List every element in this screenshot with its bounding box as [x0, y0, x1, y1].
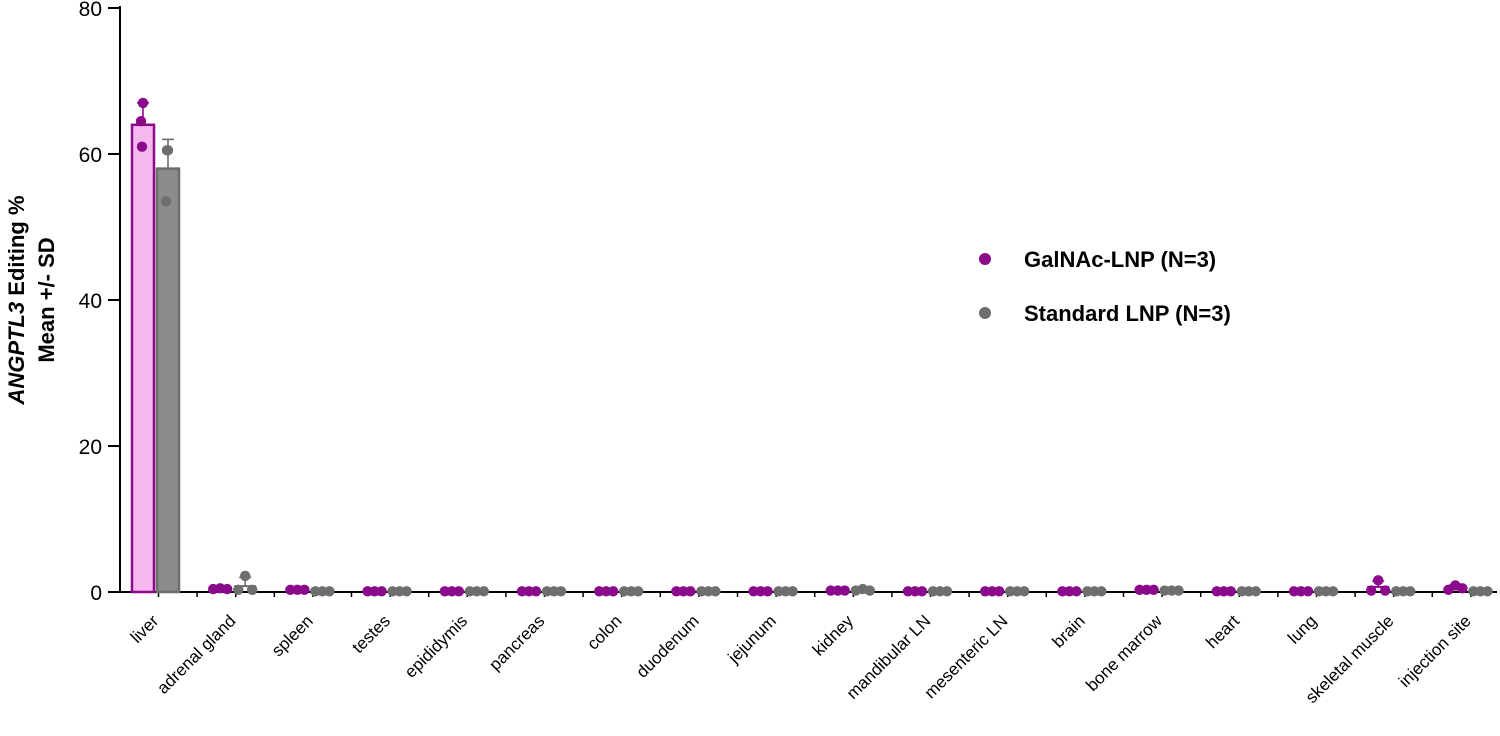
data-point	[299, 584, 310, 596]
axes: 0 20 40 60 80	[79, 0, 1497, 605]
data-point	[994, 586, 1005, 597]
category-label: mesenteric LN	[921, 611, 1012, 702]
category-label: lung	[1284, 611, 1320, 647]
data-point	[1380, 585, 1391, 596]
category-label: injection site	[1395, 611, 1475, 691]
legend-marker	[979, 307, 991, 319]
y-axis-title-suffix: Editing %	[4, 195, 29, 301]
data-point	[710, 586, 721, 597]
category-label: bone marrow	[1082, 611, 1166, 695]
data-point	[1018, 586, 1030, 597]
data-point	[137, 97, 149, 109]
bar	[130, 123, 156, 594]
data-point	[1250, 586, 1262, 597]
category-label: heart	[1202, 611, 1243, 652]
legend-label: GalNAc-LNP (N=3)	[1024, 247, 1216, 272]
category-label: liver	[127, 611, 163, 647]
data-point	[240, 570, 251, 582]
data-point	[324, 586, 335, 597]
category-label: testes	[348, 611, 394, 657]
category-label: jejunum	[724, 611, 780, 667]
y-tick-label: 20	[79, 436, 102, 459]
data-points	[135, 97, 1493, 597]
data-point	[941, 586, 953, 597]
data-point	[136, 141, 148, 152]
bars	[130, 102, 1492, 594]
legend: GalNAc-LNP (N=3) Standard LNP (N=3)	[979, 247, 1231, 326]
data-point	[1457, 583, 1468, 594]
data-point	[839, 585, 850, 596]
bar	[155, 167, 181, 594]
data-point	[608, 586, 619, 597]
data-point	[762, 586, 773, 597]
data-point	[1366, 585, 1377, 596]
data-point	[633, 586, 644, 597]
category-label: colon	[583, 611, 625, 653]
category-label: duodenum	[632, 611, 702, 681]
y-tick-label: 60	[79, 144, 102, 167]
data-point	[161, 145, 173, 156]
category-label: adrenal gland	[153, 611, 239, 697]
category-label: brain	[1049, 611, 1089, 651]
data-point	[1327, 586, 1339, 597]
legend-marker	[979, 253, 991, 265]
data-point	[453, 586, 464, 597]
y-tick-label: 0	[90, 582, 102, 605]
data-point	[160, 196, 172, 207]
legend-label: Standard LNP (N=3)	[1024, 301, 1231, 326]
data-point	[1173, 585, 1184, 596]
y-axis-title-gene: ANGPTL3	[4, 302, 29, 406]
data-point	[1405, 586, 1416, 597]
data-point	[1071, 586, 1082, 597]
category-label: spleen	[268, 611, 317, 660]
data-point	[401, 586, 412, 597]
category-label: pancreas	[485, 611, 548, 674]
data-point	[1373, 575, 1384, 586]
y-tick-label: 80	[79, 0, 102, 21]
data-point	[247, 584, 258, 596]
data-point	[916, 586, 928, 597]
y-tick-label: 40	[79, 290, 102, 313]
data-point	[1096, 586, 1107, 597]
data-point	[787, 586, 798, 597]
data-point	[233, 584, 244, 596]
category-label: kidney	[809, 611, 858, 660]
y-axis-title-line2: Mean +/- SD	[34, 237, 59, 362]
data-point	[222, 583, 233, 595]
data-point	[1302, 586, 1314, 597]
y-axis-title: ANGPTL3 Editing % Mean +/- SD	[4, 195, 59, 405]
data-point	[1148, 584, 1159, 596]
y-axis-title-line1: ANGPTL3 Editing %	[4, 195, 29, 405]
data-point	[685, 586, 696, 597]
data-point	[530, 586, 542, 597]
data-point	[864, 585, 875, 596]
data-point	[1225, 586, 1237, 597]
category-label: epididymis	[401, 611, 471, 681]
data-point	[135, 115, 147, 127]
data-point	[1482, 586, 1493, 597]
data-point	[555, 586, 567, 597]
data-point	[478, 586, 489, 597]
data-point	[376, 586, 387, 597]
